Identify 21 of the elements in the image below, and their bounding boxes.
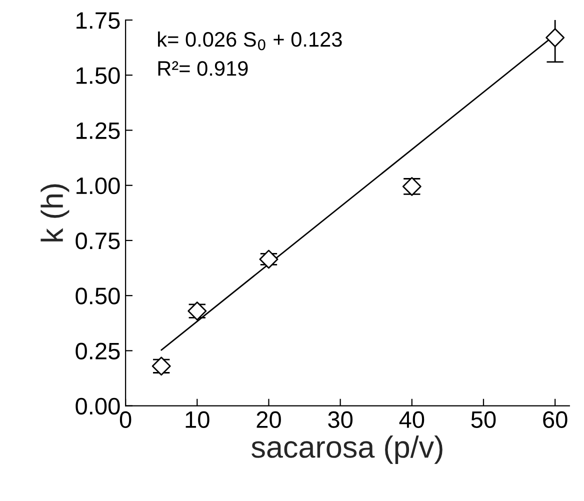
x-tick-label: 60 [543,411,568,428]
point [259,250,278,269]
y-tick-label: 1.00 [76,177,120,194]
y-tick-label: 1.50 [76,67,120,84]
annotation: k= 0.026 S$_{0}$ + 0.123 [158,32,342,50]
x-tick-label: 20 [256,411,281,428]
y-tick-label: 1.75 [76,12,120,29]
y-tick-label: 0.75 [76,232,120,250]
y-tick-label: 0.00 [76,398,120,415]
point [546,28,565,48]
y-tick-label: 0.50 [76,288,120,304]
annotation: R²= 0.919 [158,61,248,76]
y-axis-title: k (h) [40,184,70,242]
x-axis-title: sacarosa (p/v) [252,435,442,464]
x-tick-label: 10 [186,411,210,428]
x-tick-label: 30 [328,411,353,428]
y-tick-label: 1.25 [76,122,120,140]
x-tick-label: 40 [399,411,424,428]
x-tick-label: 0 [120,411,132,428]
x-tick-label: 50 [471,411,496,428]
y-tick-label: 0.25 [76,342,120,360]
